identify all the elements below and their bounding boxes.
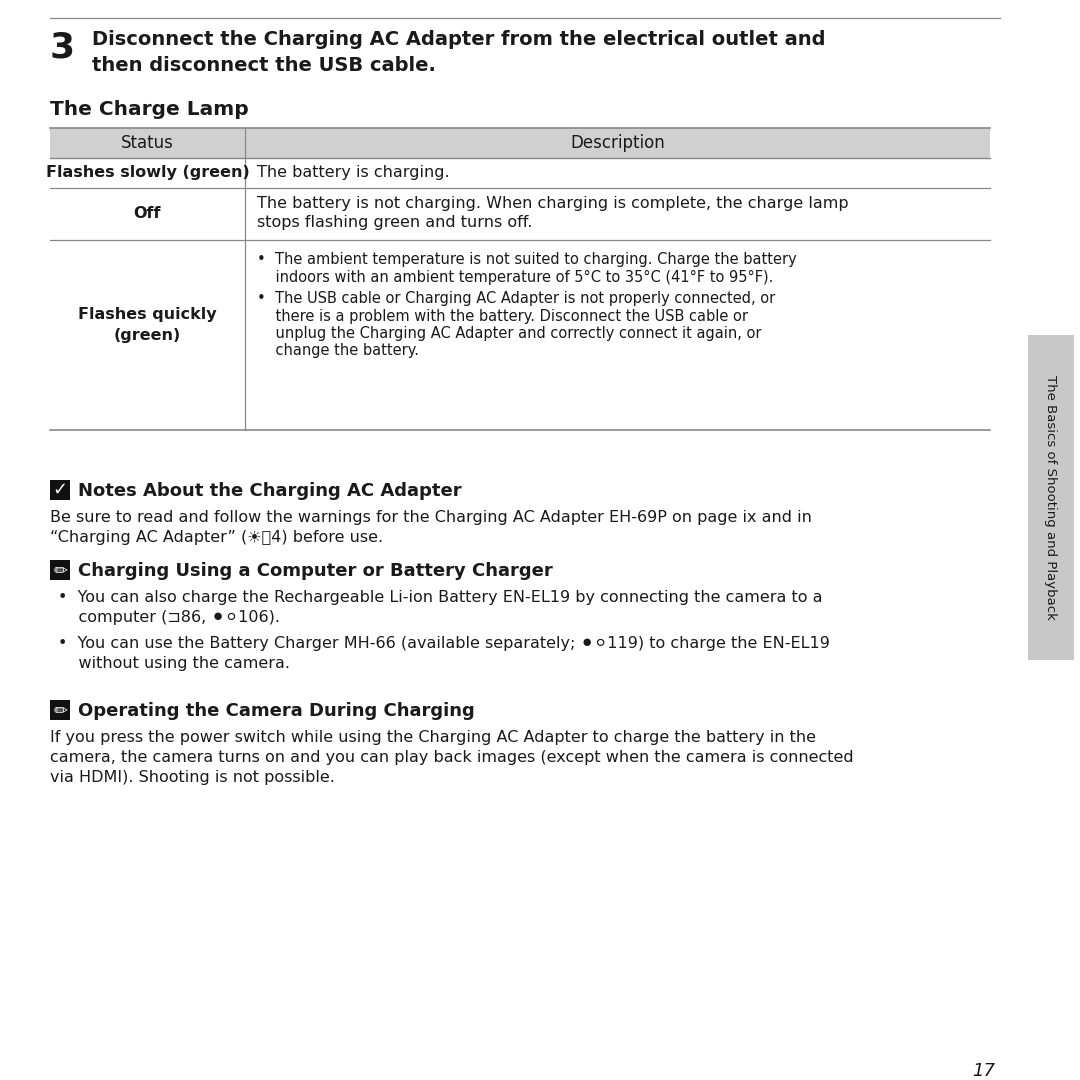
Text: unplug the Charging AC Adapter and correctly connect it again, or: unplug the Charging AC Adapter and corre…: [257, 326, 761, 341]
Text: Flashes slowly (green): Flashes slowly (green): [45, 165, 249, 180]
Text: If you press the power switch while using the Charging AC Adapter to charge the : If you press the power switch while usin…: [50, 730, 816, 745]
Text: Be sure to read and follow the warnings for the Charging AC Adapter EH-69P on pa: Be sure to read and follow the warnings …: [50, 510, 812, 525]
Text: “Charging AC Adapter” (☀⁲4) before use.: “Charging AC Adapter” (☀⁲4) before use.: [50, 530, 383, 545]
Text: without using the camera.: without using the camera.: [58, 656, 291, 671]
Text: Off: Off: [134, 206, 161, 221]
Text: ✏: ✏: [53, 701, 67, 719]
Text: The battery is not charging. When charging is complete, the charge lamp: The battery is not charging. When chargi…: [257, 195, 849, 211]
Text: Flashes quickly
(green): Flashes quickly (green): [78, 307, 217, 343]
Text: ✏: ✏: [53, 561, 67, 579]
Text: via HDMI). Shooting is not possible.: via HDMI). Shooting is not possible.: [50, 770, 335, 785]
Text: computer (⊐86, ⚫⚪106).: computer (⊐86, ⚫⚪106).: [58, 610, 280, 625]
Text: indoors with an ambient temperature of 5°C to 35°C (41°F to 95°F).: indoors with an ambient temperature of 5…: [257, 270, 773, 284]
Text: Status: Status: [121, 134, 174, 152]
Bar: [50, 480, 70, 500]
Text: Disconnect the Charging AC Adapter from the electrical outlet and: Disconnect the Charging AC Adapter from …: [92, 30, 825, 49]
Text: Notes About the Charging AC Adapter: Notes About the Charging AC Adapter: [78, 482, 461, 500]
Text: Description: Description: [570, 134, 665, 152]
Text: 17: 17: [972, 1062, 995, 1080]
Text: The Basics of Shooting and Playback: The Basics of Shooting and Playback: [1044, 375, 1057, 620]
Text: camera, the camera turns on and you can play back images (except when the camera: camera, the camera turns on and you can …: [50, 750, 853, 765]
Bar: [1028, 335, 1074, 660]
Text: •  The ambient temperature is not suited to charging. Charge the battery: • The ambient temperature is not suited …: [257, 252, 797, 267]
Text: there is a problem with the battery. Disconnect the USB cable or: there is a problem with the battery. Dis…: [257, 309, 748, 324]
Text: •  You can also charge the Rechargeable Li-ion Battery EN-EL19 by connecting the: • You can also charge the Rechargeable L…: [58, 590, 823, 605]
Bar: [50, 561, 70, 580]
Text: The Charge Lamp: The Charge Lamp: [50, 100, 248, 119]
Text: •  The USB cable or Charging AC Adapter is not properly connected, or: • The USB cable or Charging AC Adapter i…: [257, 291, 775, 306]
Text: The battery is charging.: The battery is charging.: [257, 165, 449, 180]
Bar: [50, 700, 70, 720]
Text: then disconnect the USB cable.: then disconnect the USB cable.: [92, 56, 436, 75]
Text: stops flashing green and turns off.: stops flashing green and turns off.: [257, 215, 532, 230]
Text: ✓: ✓: [53, 481, 68, 499]
Bar: [50, 129, 990, 158]
Text: •  You can use the Battery Charger MH-66 (available separately; ⚫⚪119) to charge: • You can use the Battery Charger MH-66 …: [58, 636, 829, 651]
Text: Operating the Camera During Charging: Operating the Camera During Charging: [78, 702, 475, 720]
Text: 3: 3: [50, 30, 76, 64]
Text: Charging Using a Computer or Battery Charger: Charging Using a Computer or Battery Cha…: [78, 562, 553, 580]
Text: change the battery.: change the battery.: [257, 343, 419, 359]
